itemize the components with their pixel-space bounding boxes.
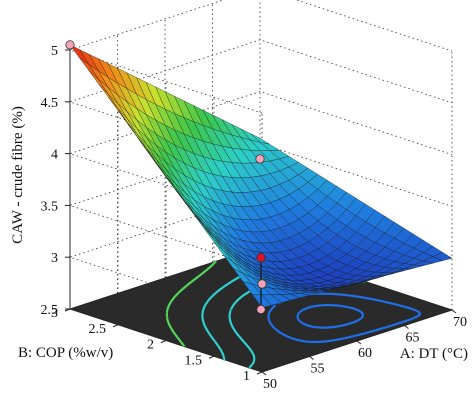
y-tick-label: 1.5: [185, 353, 203, 368]
grid-line: [68, 0, 453, 114]
y-tick-label: 3: [51, 306, 58, 321]
y-tick-label: 2: [147, 338, 154, 353]
x-tick-label: 50: [263, 377, 277, 392]
y-tick-mark: [112, 324, 119, 328]
x-tick-label: 55: [311, 362, 325, 377]
x-tick-label: 70: [453, 315, 467, 330]
design-point: [65, 40, 75, 50]
z-tick-label: 2.5: [41, 303, 59, 318]
y-axis-title: B: COP (%w/v): [18, 345, 113, 361]
response-surface: [69, 44, 453, 309]
z-tick-label: 3: [51, 251, 58, 266]
design-point: [256, 253, 266, 263]
y-tick-mark: [256, 371, 263, 375]
y-tick-mark: [64, 308, 71, 312]
y-tick-label: 1: [243, 369, 250, 384]
grid-line: [68, 194, 453, 321]
design-point: [257, 279, 267, 289]
contour-line: [296, 304, 365, 329]
x-tick-mark: [451, 309, 457, 314]
y-tick-mark: [160, 340, 167, 343]
contour-line: [165, 260, 217, 348]
x-tick-label: 65: [406, 331, 420, 346]
design-points: [65, 40, 267, 315]
design-point: [256, 304, 266, 315]
z-tick-label: 4.5: [41, 96, 59, 111]
x-axis-title: A: DT (°C): [400, 346, 468, 362]
surface-cell: [251, 294, 272, 309]
x-tick-mark: [356, 340, 362, 345]
z-tick-label: 5: [51, 44, 58, 59]
x-tick-mark: [261, 371, 267, 376]
x-tick-mark: [309, 356, 314, 360]
z-tick-label: 3.5: [41, 199, 59, 214]
x-tick-mark: [404, 325, 409, 329]
z-tick-label: 4: [51, 148, 58, 163]
design-point: [255, 154, 265, 164]
z-axis-title: CAW - crude fibre (%): [10, 106, 26, 244]
x-tick-label: 60: [358, 346, 372, 361]
y-tick-label: 2.5: [89, 322, 107, 337]
y-tick-mark: [208, 355, 215, 359]
